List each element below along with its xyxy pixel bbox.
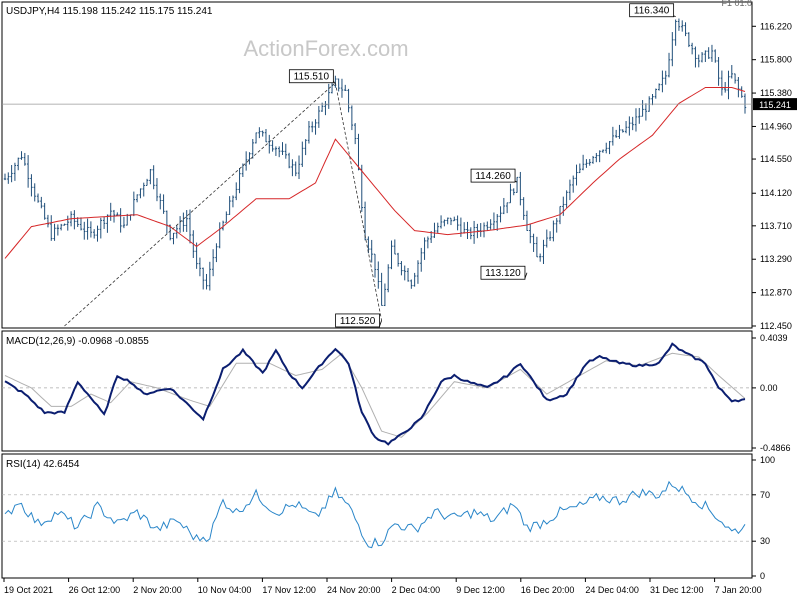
time-axis-label: 24 Nov 20:00	[327, 585, 381, 595]
macd-layer	[2, 342, 752, 446]
time-axis-label: 17 Nov 12:00	[262, 585, 316, 595]
macd-axis-label: 0.4039	[760, 333, 788, 343]
price-axis-label: 115.380	[760, 88, 792, 98]
time-axis-label: 16 Dec 20:00	[521, 585, 575, 595]
time-axis-label: 2 Dec 04:00	[392, 585, 441, 595]
rsi-layer	[2, 480, 752, 549]
axis-layer: 115.241 116.220 115.800 115.380 114.960 114.5…	[3, 21, 797, 595]
last-price-tag	[753, 98, 797, 111]
price-annotation-label: 112.520	[340, 316, 376, 327]
trendline	[334, 82, 382, 321]
price-annotation-box	[288, 69, 334, 84]
price-annotation-leader	[514, 180, 518, 183]
time-axis-label: 9 Dec 12:00	[456, 585, 505, 595]
price-axis-label: 114.550	[760, 154, 792, 164]
rsi-axis-label: 0	[760, 571, 765, 581]
rsi-axis-label: 70	[760, 490, 770, 500]
macd-axis-label: 0.00	[760, 383, 778, 393]
time-axis-label: 31 Dec 12:00	[650, 585, 704, 595]
price-layer: 115.510 112.520 114.260 113.120 116.340	[2, 3, 752, 328]
price-axis-label: 116.220	[760, 21, 792, 31]
rsi-axis-label: 30	[760, 536, 770, 546]
price-axis-label: 112.450	[760, 321, 792, 331]
rsi-panel-frame	[1, 453, 753, 579]
price-annotation-leader	[673, 15, 676, 18]
price-axis-label: 114.120	[760, 188, 792, 198]
price-annotation-box	[335, 313, 381, 328]
time-axis-label: 24 Dec 04:00	[585, 585, 639, 595]
price-axis-label: 113.710	[760, 221, 792, 231]
price-annotation-label: 116.340	[634, 6, 670, 17]
price-axis-label: 114.960	[760, 121, 792, 131]
trendline	[64, 82, 336, 327]
price-annotation-label: 114.260	[475, 171, 511, 182]
rsi-title: RSI(14) 42.6454	[6, 459, 80, 470]
macd-title: MACD(12,26,9) -0.0968 -0.0855	[6, 336, 149, 347]
time-axis-label: 2 Nov 20:00	[133, 585, 182, 595]
price-annotation-box	[480, 265, 526, 280]
price-annotation-label: 113.120	[485, 268, 521, 279]
last-price-label: 115.241	[759, 100, 791, 110]
price-annotation-leader	[333, 81, 336, 84]
price-panel-frame	[1, 1, 753, 329]
price-annotation-leader	[379, 320, 382, 327]
time-axis-label: 26 Oct 12:00	[69, 585, 121, 595]
price-annotation-label: 115.510	[294, 72, 330, 83]
time-axis-label: 19 Oct 2021	[4, 585, 53, 595]
time-axis-label: 7 Jan 20:00	[715, 585, 762, 595]
moving-average-line	[4, 87, 746, 259]
price-annotation-box	[629, 3, 675, 18]
macd-panel-frame	[1, 330, 753, 452]
price-annotation-box	[470, 168, 516, 183]
rsi-line	[4, 480, 746, 549]
macd-axis-label: -0.4866	[760, 443, 791, 453]
corner-label: F1 01:0	[721, 0, 752, 8]
rsi-axis-label: 100	[760, 455, 775, 465]
macd-line	[4, 342, 746, 446]
price-axis-label: 112.870	[760, 288, 792, 298]
watermark: ActionForex.com	[243, 36, 408, 61]
time-axis-label: 10 Nov 04:00	[198, 585, 252, 595]
price-axis-label: 113.290	[760, 254, 792, 264]
symbol-header: USDJPY,H4 115.198 115.242 115.175 115.24…	[6, 6, 213, 17]
price-annotation-leader	[524, 272, 528, 279]
price-axis-label: 115.800	[760, 55, 792, 65]
